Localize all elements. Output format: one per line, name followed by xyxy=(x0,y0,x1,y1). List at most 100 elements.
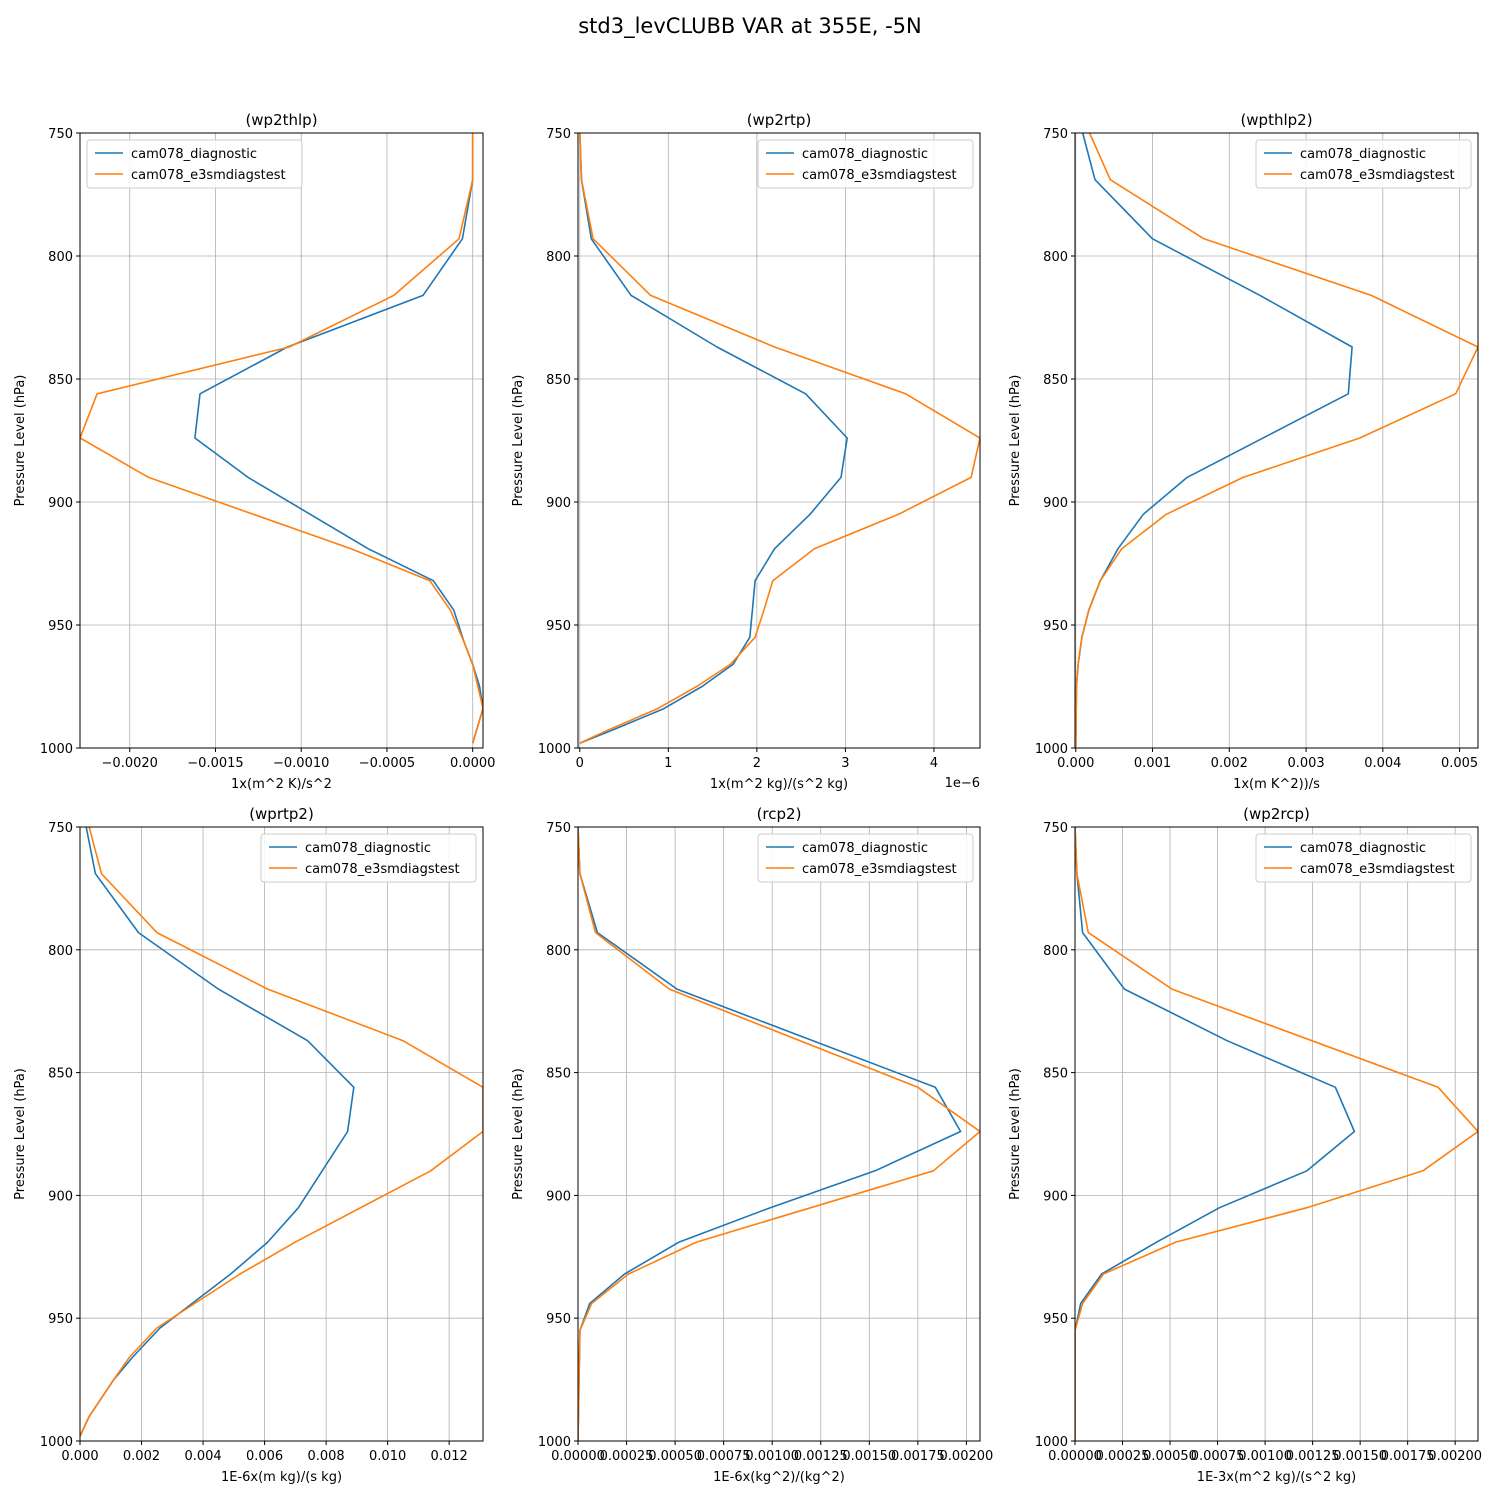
legend: cam078_diagnostic cam078_e3smdiagstest xyxy=(86,139,303,189)
legend-label: cam078_e3smdiagstest xyxy=(1300,862,1455,877)
legend-box xyxy=(757,833,974,883)
series-line-1 xyxy=(578,827,962,1441)
legend-label: cam078_e3smdiagstest xyxy=(1300,168,1455,183)
x-tick-label: 0.00150 xyxy=(1333,1449,1387,1464)
x-tick-label: 0.00100 xyxy=(745,1449,799,1464)
x-tick-label: 4 xyxy=(930,756,938,771)
series-line-1 xyxy=(194,133,483,744)
x-tick-label: 0.006 xyxy=(246,1449,283,1464)
x-tick-label: 0 xyxy=(576,756,584,771)
series-line-2 xyxy=(579,133,980,744)
x-offset-label: 1e−6 xyxy=(945,776,980,791)
y-axis-label: Pressure Level (hPa) xyxy=(1008,1068,1023,1200)
x-tick-label: 0.00025 xyxy=(1096,1449,1150,1464)
y-tick-label: 800 xyxy=(48,250,73,265)
subplot-title: (wpthlp2) xyxy=(1240,111,1312,129)
x-axis-label: 1E-6x(kg^2)/(kg^2) xyxy=(713,1470,845,1485)
axes-frame xyxy=(79,132,484,749)
series-line-1 xyxy=(579,133,848,744)
y-tick-label: 750 xyxy=(1043,821,1068,836)
y-axis-label: Pressure Level (hPa) xyxy=(511,1068,526,1200)
y-tick-label: 900 xyxy=(1043,496,1068,511)
legend-label: cam078_e3smdiagstest xyxy=(802,168,957,183)
y-axis-label: Pressure Level (hPa) xyxy=(13,375,28,507)
y-tick-label: 800 xyxy=(1043,944,1068,959)
x-tick-label: 0.00100 xyxy=(1238,1449,1292,1464)
x-tick-label: 0.000 xyxy=(61,1449,98,1464)
y-tick-label: 850 xyxy=(48,373,73,388)
x-tick-label: 0.00150 xyxy=(842,1449,896,1464)
legend-label: cam078_e3smdiagstest xyxy=(305,862,460,877)
y-tick-label: 750 xyxy=(48,127,73,142)
y-tick-label: 1000 xyxy=(538,1435,571,1450)
x-tick-label: −0.0005 xyxy=(359,756,415,771)
x-tick-label: 0.00025 xyxy=(600,1449,654,1464)
legend-box xyxy=(1255,833,1472,883)
y-tick-label: 850 xyxy=(546,373,571,388)
y-tick-label: 1000 xyxy=(40,742,73,757)
y-tick-label: 950 xyxy=(48,619,73,634)
y-tick-label: 800 xyxy=(48,944,73,959)
y-tick-label: 900 xyxy=(546,496,571,511)
series-line-2 xyxy=(80,827,483,1437)
x-axis-label: 1x(m^2 K)/s^2 xyxy=(231,777,332,792)
x-tick-label: 0.00075 xyxy=(697,1449,751,1464)
subplot-title: (rcp2) xyxy=(757,805,802,823)
subplot-2: 0 1 2 3 4 750 800 850 900 950 1000 1e−6 (wp2rtp) 1x(m… xyxy=(511,111,981,792)
y-axis-label: Pressure Level (hPa) xyxy=(13,1068,28,1200)
legend-label: cam078_diagnostic xyxy=(802,147,928,162)
x-axis-label: 1x(m K^2))/s xyxy=(1233,777,1320,792)
x-tick-label: 0.004 xyxy=(1364,756,1401,771)
axes-frame xyxy=(577,826,981,1442)
y-tick-label: 900 xyxy=(546,1189,571,1204)
y-tick-label: 800 xyxy=(546,250,571,265)
x-tick-label: 0.002 xyxy=(1211,756,1248,771)
y-tick-label: 800 xyxy=(1043,250,1068,265)
y-axis-label: Pressure Level (hPa) xyxy=(1008,375,1023,507)
y-tick-label: 850 xyxy=(1043,373,1068,388)
legend-label: cam078_diagnostic xyxy=(305,841,431,856)
y-tick-label: 900 xyxy=(1043,1189,1068,1204)
x-tick-label: 0.00200 xyxy=(940,1449,994,1464)
y-tick-label: 900 xyxy=(48,496,73,511)
x-tick-label: 0.010 xyxy=(369,1449,406,1464)
x-axis-label: 1x(m^2 kg)/(s^2 kg) xyxy=(710,777,848,792)
subplot-4: 0.000 0.002 0.004 0.006 0.008 0.010 0.012 750 80… xyxy=(13,805,484,1485)
y-tick-label: 950 xyxy=(48,1312,73,1327)
x-tick-label: 0.000 xyxy=(1057,756,1094,771)
series-line-2 xyxy=(1075,827,1478,1441)
x-tick-label: 0.00125 xyxy=(1286,1449,1340,1464)
y-tick-label: 750 xyxy=(546,821,571,836)
x-tick-label: 0.00050 xyxy=(648,1449,702,1464)
x-tick-label: 0.00000 xyxy=(551,1449,605,1464)
legend-label: cam078_diagnostic xyxy=(1300,841,1426,856)
x-tick-label: 0.012 xyxy=(431,1449,468,1464)
x-tick-label: 0.003 xyxy=(1287,756,1324,771)
legend-label: cam078_diagnostic xyxy=(802,841,928,856)
y-tick-label: 750 xyxy=(1043,127,1068,142)
axes-frame xyxy=(1074,826,1479,1442)
legend-box xyxy=(86,139,303,189)
y-tick-label: 850 xyxy=(546,1067,571,1082)
x-axis-label: 1E-6x(m kg)/(s kg) xyxy=(221,1470,342,1485)
y-tick-label: 950 xyxy=(546,619,571,634)
legend: cam078_diagnostic cam078_e3smdiagstest xyxy=(260,833,477,883)
series-line-2 xyxy=(578,827,980,1441)
subplot-title: (wp2rtp) xyxy=(747,111,812,129)
x-tick-label: 0.005 xyxy=(1441,756,1478,771)
x-tick-label: 0.00000 xyxy=(1048,1449,1102,1464)
legend: cam078_diagnostic cam078_e3smdiagstest xyxy=(757,833,974,883)
legend-box xyxy=(260,833,477,883)
series-line-1 xyxy=(80,827,355,1437)
x-tick-label: 0.001 xyxy=(1134,756,1171,771)
y-tick-label: 850 xyxy=(1043,1067,1068,1082)
figure-title: std3_levCLUBB VAR at 355E, -5N xyxy=(578,14,922,38)
y-tick-label: 950 xyxy=(1043,619,1068,634)
x-tick-label: 0.004 xyxy=(184,1449,221,1464)
x-tick-label: 0.00075 xyxy=(1191,1449,1245,1464)
subplot-title: (wp2thlp) xyxy=(245,111,317,129)
axes-frame xyxy=(577,132,981,749)
y-tick-label: 1000 xyxy=(40,1435,73,1450)
series-line-2 xyxy=(1075,133,1478,748)
y-tick-label: 750 xyxy=(48,821,73,836)
